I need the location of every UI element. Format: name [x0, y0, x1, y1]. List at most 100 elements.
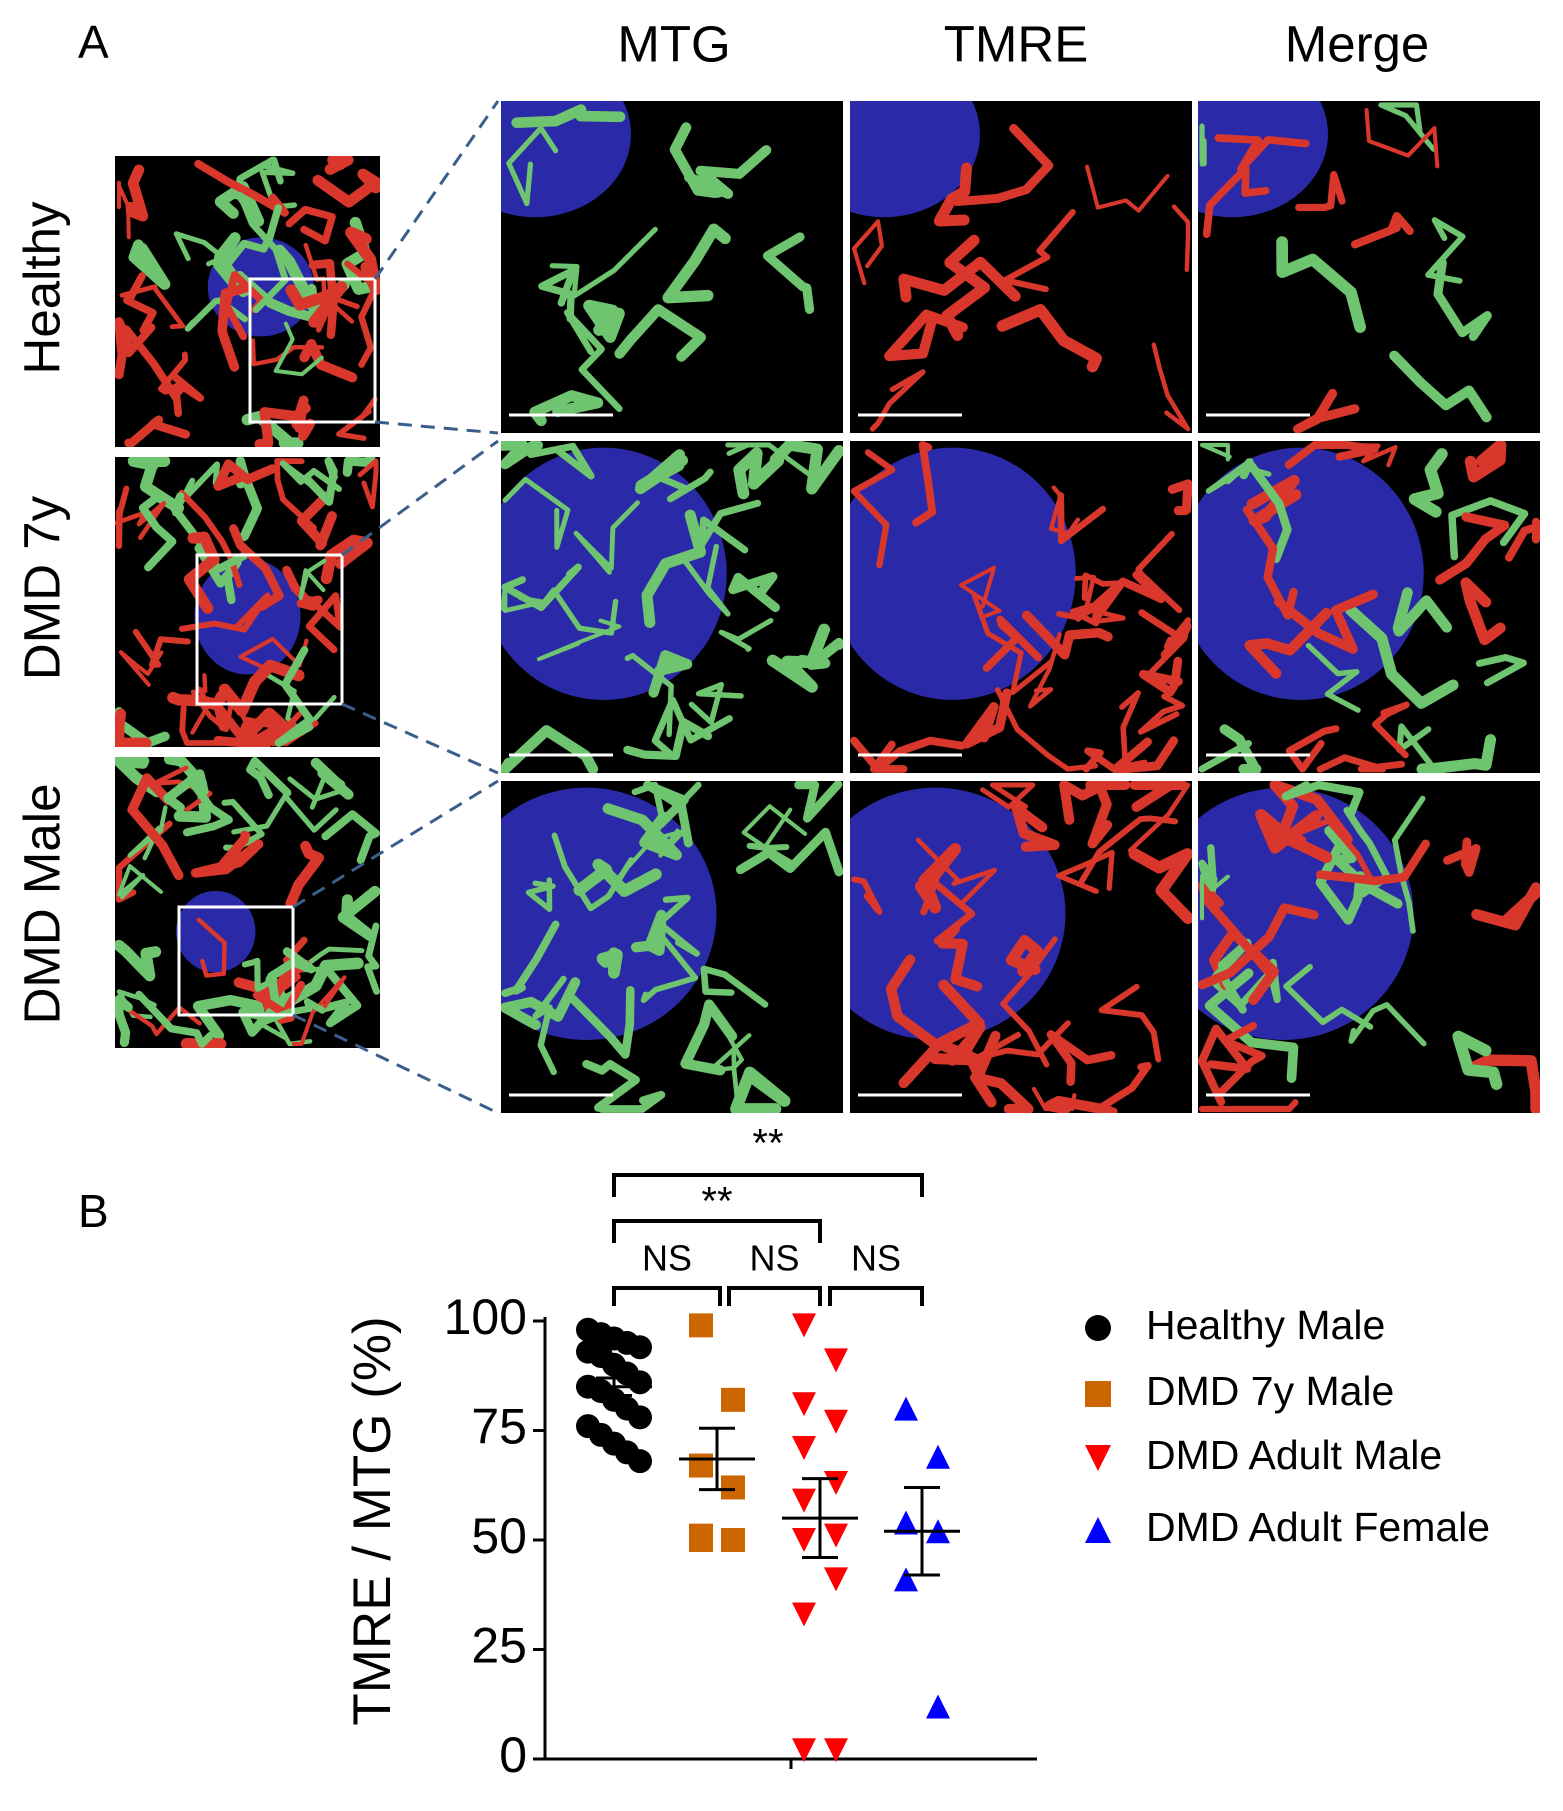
mitochondria — [1056, 598, 1112, 627]
mitochondria — [634, 449, 689, 495]
mitochondria — [1167, 479, 1192, 516]
point — [894, 1396, 918, 1421]
mitochondria — [178, 489, 243, 588]
mitochondria — [850, 876, 883, 915]
mitochondria — [116, 180, 131, 240]
mitochondria — [291, 395, 316, 441]
mitochondria — [1464, 441, 1507, 483]
mitochondria — [941, 234, 991, 341]
y-tick-label: 75 — [471, 1399, 527, 1455]
mitochondria — [1091, 570, 1166, 623]
mitochondria — [285, 840, 325, 909]
legend-label: DMD 7y Male — [1146, 1368, 1394, 1414]
significance-label: ** — [701, 1180, 732, 1224]
mitochondria — [1435, 512, 1510, 585]
mitochondria — [623, 717, 713, 761]
mitochondria — [1000, 936, 1058, 1068]
micrographs — [115, 100, 1540, 1115]
mitochondria — [1392, 587, 1453, 637]
y-tick-label: 0 — [499, 1727, 527, 1783]
point — [894, 1510, 918, 1535]
mitochondria — [980, 782, 1036, 810]
mitochondria — [157, 351, 188, 395]
mitochondria — [1094, 1061, 1152, 1113]
legend-marker — [1085, 1517, 1111, 1543]
mitochondria — [1433, 258, 1492, 341]
significance-bracket — [828, 1286, 924, 1306]
mitochondria — [718, 617, 774, 652]
mitochondria — [1475, 653, 1527, 687]
mitochondria — [1198, 1099, 1299, 1113]
mitochondria — [563, 309, 623, 413]
mitochondria — [135, 990, 214, 1048]
mitochondria — [540, 587, 619, 636]
mitochondria — [1171, 204, 1191, 272]
connector — [373, 100, 500, 280]
point — [689, 1453, 713, 1478]
mitochondria — [1077, 815, 1179, 886]
column-header: MTG — [617, 15, 730, 72]
mitochondria — [1246, 474, 1302, 527]
nucleus — [850, 101, 980, 218]
mitochondria — [769, 441, 843, 495]
dot-plot: 0 25 50 75 100 Healthy Male DMD 7y Male DMD Adu… — [444, 1122, 1491, 1784]
mitochondria — [182, 775, 233, 837]
point — [628, 1405, 652, 1430]
mitochondria — [583, 299, 625, 343]
point — [689, 1523, 713, 1548]
micrograph — [850, 101, 1192, 433]
mitochondria — [1416, 734, 1497, 773]
point — [792, 1738, 816, 1763]
mitochondria — [885, 954, 943, 1089]
mitochondria — [1448, 497, 1529, 561]
mitochondria — [1085, 781, 1113, 849]
mitochondria — [700, 965, 769, 1008]
column-header: TMRE — [944, 15, 1088, 72]
point — [824, 1471, 848, 1496]
mitochondria — [662, 223, 731, 304]
mitochondria — [1276, 236, 1367, 333]
mitochondria — [762, 232, 815, 314]
mitochondria — [698, 499, 762, 554]
error-bar — [596, 1376, 632, 1397]
mitochondria — [1128, 847, 1192, 924]
mitochondria — [1198, 881, 1272, 975]
mitochondria — [1408, 448, 1448, 518]
mitochondria — [912, 441, 937, 527]
mitochondria — [241, 411, 304, 447]
mitochondria — [688, 681, 744, 726]
significance-label: NS — [749, 1238, 799, 1279]
mitochondria — [656, 894, 700, 957]
y-axis-label: TMRE / MTG (%) — [343, 1316, 402, 1725]
mitochondria — [163, 769, 209, 813]
mitochondria — [501, 977, 581, 1031]
mitochondria — [648, 650, 693, 698]
mitochondria — [1202, 164, 1270, 239]
mitochondria — [1316, 839, 1430, 886]
mitochondria — [641, 509, 707, 628]
mitochondria — [731, 1048, 768, 1112]
mitochondria — [1324, 825, 1403, 909]
mitochondria — [573, 500, 640, 575]
mitochondria — [1127, 782, 1191, 854]
row-label: DMD 7y — [13, 495, 70, 680]
mitochondria — [624, 652, 674, 738]
micrograph — [850, 781, 1192, 1113]
error-bar — [699, 1426, 735, 1492]
mitochondria — [1305, 642, 1361, 713]
point — [792, 1436, 816, 1461]
mitochondria — [123, 272, 157, 335]
mitochondria — [1199, 873, 1230, 921]
mitochondria — [1198, 1024, 1252, 1107]
mitochondria — [1471, 882, 1540, 931]
mitochondria — [1198, 903, 1319, 990]
mitochondria — [643, 781, 693, 848]
point — [792, 1488, 816, 1513]
mitochondria — [279, 460, 343, 492]
mitochondria — [1143, 617, 1191, 680]
mitochondria — [680, 999, 738, 1076]
nucleus — [501, 787, 717, 1040]
mitochondria — [116, 864, 163, 900]
mitochondria — [117, 1001, 202, 1037]
mitochondria — [1293, 388, 1360, 433]
